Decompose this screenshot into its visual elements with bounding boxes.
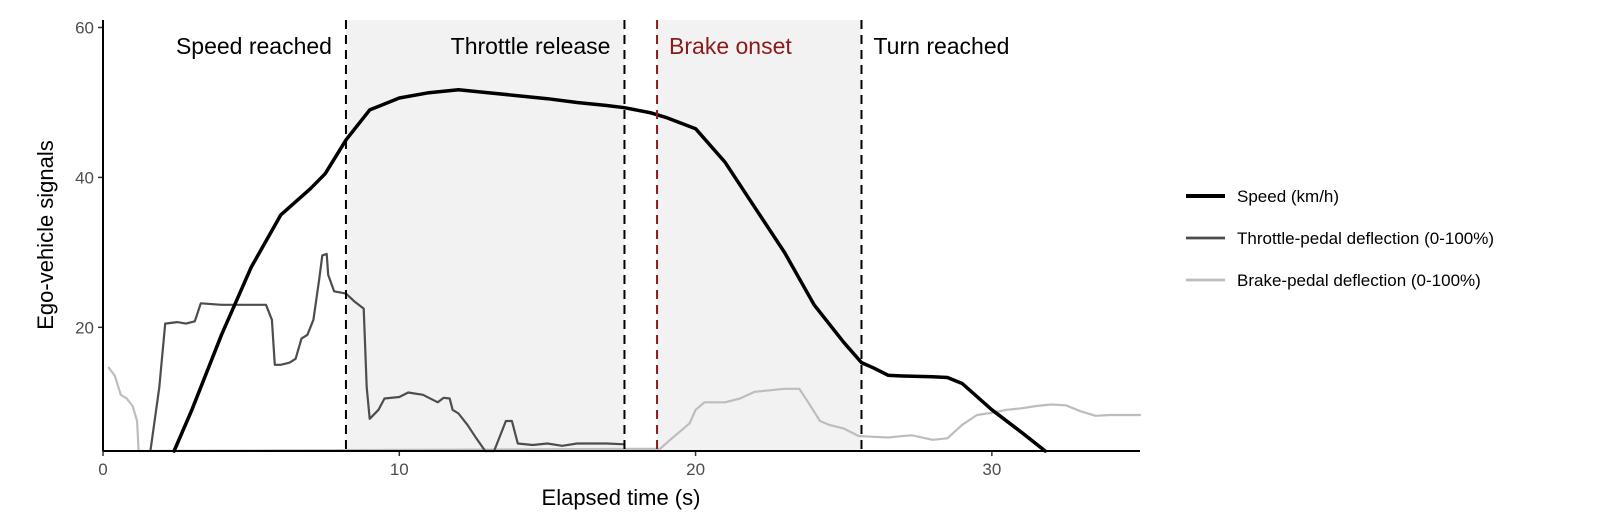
y-axis-title: Ego-vehicle signals (33, 140, 58, 330)
event-label-turn-reached: Turn reached (873, 33, 1009, 59)
shaded-band-1 (345, 20, 625, 451)
legend-label-throttle-pedal: Throttle-pedal deflection (0-100%) (1237, 229, 1494, 248)
legend: Speed (km/h) Throttle-pedal deflection (0… (1186, 187, 1494, 290)
series-lines (107, 87, 1142, 453)
y-tick-label-40: 40 (75, 168, 94, 187)
x-tick-label-0: 0 (98, 460, 107, 479)
event-label-brake-onset: Brake onset (669, 33, 792, 59)
event-label-throttle-release: Throttle release (451, 33, 611, 59)
shaded-phase-bands (345, 20, 862, 451)
event-lines: Speed reached Throttle release Brake onset… (176, 20, 1009, 451)
series-line-speed (172, 87, 1047, 453)
y-tick-label-60: 60 (75, 18, 94, 37)
series-line-throttle-pedal (149, 252, 626, 453)
shaded-band-2 (657, 20, 862, 451)
x-tick-label-10: 10 (390, 460, 409, 479)
x-axis-title: Elapsed time (s) (542, 485, 701, 510)
legend-label-brake-pedal: Brake-pedal deflection (0-100%) (1237, 271, 1481, 290)
x-tick-label-20: 20 (686, 460, 705, 479)
event-label-speed-reached: Speed reached (176, 33, 332, 59)
x-tick-label-30: 30 (982, 460, 1001, 479)
series-line-brake-pedal (107, 366, 1142, 453)
y-axis: 20 40 60 (75, 18, 103, 337)
legend-label-speed: Speed (km/h) (1237, 187, 1339, 206)
y-tick-label-20: 20 (75, 318, 94, 337)
x-axis: 0 10 20 30 (98, 451, 1001, 479)
